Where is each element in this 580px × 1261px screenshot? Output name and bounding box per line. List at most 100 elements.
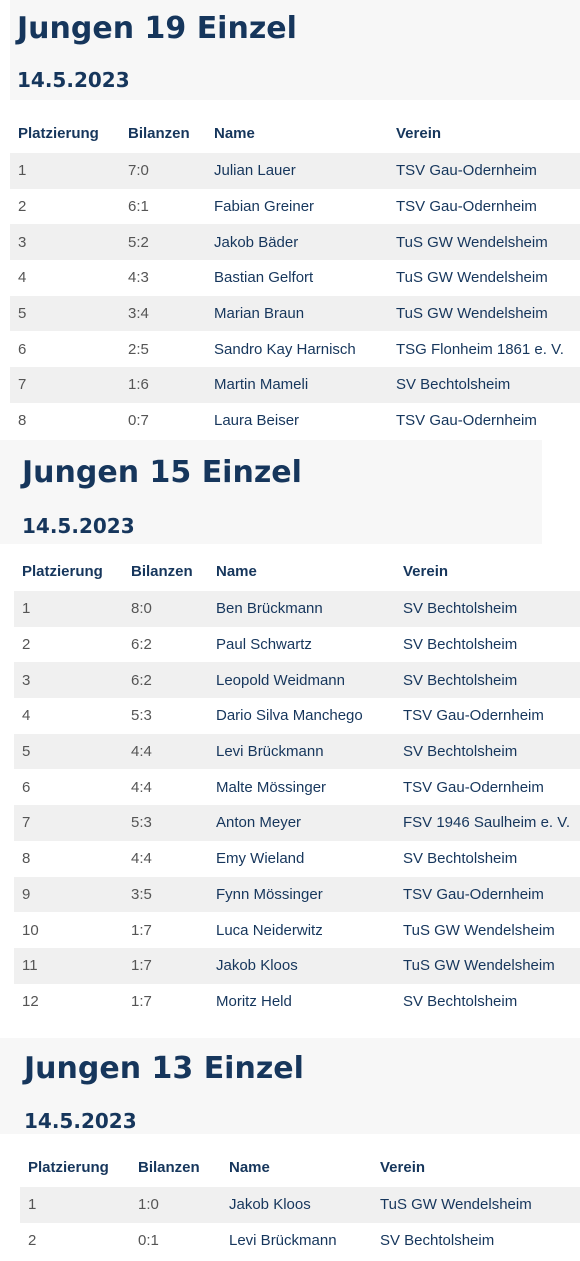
table-row: 7 5:3 Anton Meyer FSV 1946 Saulheim e. V.	[14, 805, 580, 841]
record-cell: 1:7	[131, 912, 216, 948]
placement-cell: 6	[10, 331, 128, 368]
club-cell: TuS GW Wendelsheim	[403, 912, 580, 948]
section-date: 14.5.2023	[22, 514, 135, 538]
player-name-cell: Martin Mameli	[214, 367, 396, 403]
table-row: 12 1:7 Moritz Held SV Bechtolsheim	[14, 983, 580, 1020]
placement-cell: 4	[14, 698, 131, 734]
placement-cell: 6	[14, 769, 131, 806]
player-name-cell: Moritz Held	[216, 983, 403, 1020]
player-name-cell: Emy Wieland	[216, 840, 403, 877]
club-cell: FSV 1946 Saulheim e. V.	[403, 805, 580, 841]
table-header-row: Platzierung Bilanzen Name Verein	[14, 551, 580, 591]
table-row: 8 0:7 Laura Beiser TSV Gau-Odernheim	[10, 402, 580, 439]
placement-cell: 3	[14, 662, 131, 699]
section-title: Jungen 13 Einzel	[24, 1051, 304, 1086]
player-name-cell: Fabian Greiner	[214, 188, 396, 225]
placement-cell: 10	[14, 912, 131, 948]
column-header: Verein	[396, 124, 442, 142]
column-header: Name	[214, 124, 255, 142]
placement-cell: 7	[14, 805, 131, 841]
club-cell: SV Bechtolsheim	[403, 840, 580, 877]
player-name-cell: Marian Braun	[214, 295, 396, 332]
placement-cell: 2	[14, 626, 131, 663]
table-row: 6 2:5 Sandro Kay Harnisch TSG Flonheim 1861…	[10, 331, 580, 368]
placement-cell: 9	[14, 876, 131, 913]
table-row: 1 1:0 Jakob Kloos TuS GW Wendelsheim	[20, 1187, 580, 1223]
table-row: 4 4:3 Bastian Gelfort TuS GW Wendelsheim	[10, 260, 580, 296]
player-name-cell: Luca Neiderwitz	[216, 912, 403, 948]
table-row: 1 7:0 Julian Lauer TSV Gau-Odernheim	[10, 153, 580, 189]
record-cell: 4:4	[131, 733, 216, 770]
placement-cell: 11	[14, 947, 131, 984]
placement-cell: 7	[10, 367, 128, 403]
club-cell: SV Bechtolsheim	[403, 733, 580, 770]
player-name-cell: Jakob Kloos	[229, 1187, 380, 1223]
table-row: 2 0:1 Levi Brückmann SV Bechtolsheim	[20, 1222, 580, 1259]
table-row: 8 4:4 Emy Wieland SV Bechtolsheim	[14, 840, 580, 877]
placement-cell: 4	[10, 260, 128, 296]
results-table: Platzierung Bilanzen Name Verein 1 1:0 Jak…	[20, 1147, 580, 1259]
record-cell: 3:4	[128, 295, 214, 332]
record-cell: 0:7	[128, 402, 214, 439]
section-title: Jungen 19 Einzel	[17, 11, 297, 46]
column-header: Platzierung	[22, 562, 103, 580]
club-cell: TSV Gau-Odernheim	[403, 876, 580, 913]
club-cell: SV Bechtolsheim	[403, 626, 580, 663]
record-cell: 1:6	[128, 367, 214, 403]
results-table: Platzierung Bilanzen Name Verein 1 7:0 Jul…	[10, 113, 580, 439]
club-cell: TuS GW Wendelsheim	[380, 1187, 580, 1223]
section-jungen-19: Jungen 19 Einzel 14.5.2023 Platzierung B…	[10, 0, 580, 439]
record-cell: 7:0	[128, 153, 214, 189]
placement-cell: 2	[20, 1222, 138, 1259]
table-row: 3 5:2 Jakob Bäder TuS GW Wendelsheim	[10, 224, 580, 261]
record-cell: 3:5	[131, 876, 216, 913]
column-header: Verein	[380, 1158, 426, 1176]
record-cell: 4:4	[131, 840, 216, 877]
column-header: Bilanzen	[138, 1158, 200, 1176]
club-cell: SV Bechtolsheim	[396, 367, 580, 403]
record-cell: 6:2	[131, 626, 216, 663]
player-name-cell: Sandro Kay Harnisch	[214, 331, 396, 368]
placement-cell: 8	[14, 840, 131, 877]
table-row: 11 1:7 Jakob Kloos TuS GW Wendelsheim	[14, 947, 580, 984]
record-cell: 1:7	[131, 983, 216, 1020]
club-cell: SV Bechtolsheim	[403, 983, 580, 1020]
player-name-cell: Leopold Weidmann	[216, 662, 403, 699]
record-cell: 0:1	[138, 1222, 229, 1259]
column-header: Platzierung	[28, 1158, 109, 1176]
club-cell: TSV Gau-Odernheim	[396, 402, 580, 439]
table-header-row: Platzierung Bilanzen Name Verein	[10, 113, 580, 153]
player-name-cell: Paul Schwartz	[216, 626, 403, 663]
record-cell: 8:0	[131, 591, 216, 627]
section-jungen-13: Jungen 13 Einzel 14.5.2023 Platzierung B…	[0, 1038, 580, 1259]
table-row: 5 3:4 Marian Braun TuS GW Wendelsheim	[10, 295, 580, 332]
placement-cell: 1	[10, 153, 128, 189]
player-name-cell: Bastian Gelfort	[214, 260, 396, 296]
placement-cell: 2	[10, 188, 128, 225]
section-jungen-15: Jungen 15 Einzel 14.5.2023 Platzierung B…	[0, 440, 580, 1020]
table-row: 2 6:2 Paul Schwartz SV Bechtolsheim	[14, 626, 580, 663]
record-cell: 5:3	[131, 805, 216, 841]
club-cell: TSV Gau-Odernheim	[403, 769, 580, 806]
club-cell: TuS GW Wendelsheim	[396, 260, 580, 296]
column-header: Name	[229, 1158, 270, 1176]
player-name-cell: Malte Mössinger	[216, 769, 403, 806]
record-cell: 1:7	[131, 947, 216, 984]
club-cell: SV Bechtolsheim	[380, 1222, 580, 1259]
table-row: 5 4:4 Levi Brückmann SV Bechtolsheim	[14, 733, 580, 770]
table-row: 7 1:6 Martin Mameli SV Bechtolsheim	[10, 367, 580, 403]
column-header: Verein	[403, 562, 449, 580]
club-cell: TuS GW Wendelsheim	[396, 224, 580, 261]
placement-cell: 1	[14, 591, 131, 627]
player-name-cell: Levi Brückmann	[216, 733, 403, 770]
club-cell: SV Bechtolsheim	[403, 662, 580, 699]
table-row: 4 5:3 Dario Silva Manchego TSV Gau-Odernhei…	[14, 698, 580, 734]
club-cell: TSV Gau-Odernheim	[396, 153, 580, 189]
record-cell: 6:1	[128, 188, 214, 225]
table-row: 10 1:7 Luca Neiderwitz TuS GW Wendelsheim	[14, 912, 580, 948]
table-row: 1 8:0 Ben Brückmann SV Bechtolsheim	[14, 591, 580, 627]
column-header: Bilanzen	[128, 124, 190, 142]
player-name-cell: Fynn Mössinger	[216, 876, 403, 913]
results-table: Platzierung Bilanzen Name Verein 1 8:0 Ben…	[14, 551, 580, 1020]
club-cell: TSV Gau-Odernheim	[403, 698, 580, 734]
